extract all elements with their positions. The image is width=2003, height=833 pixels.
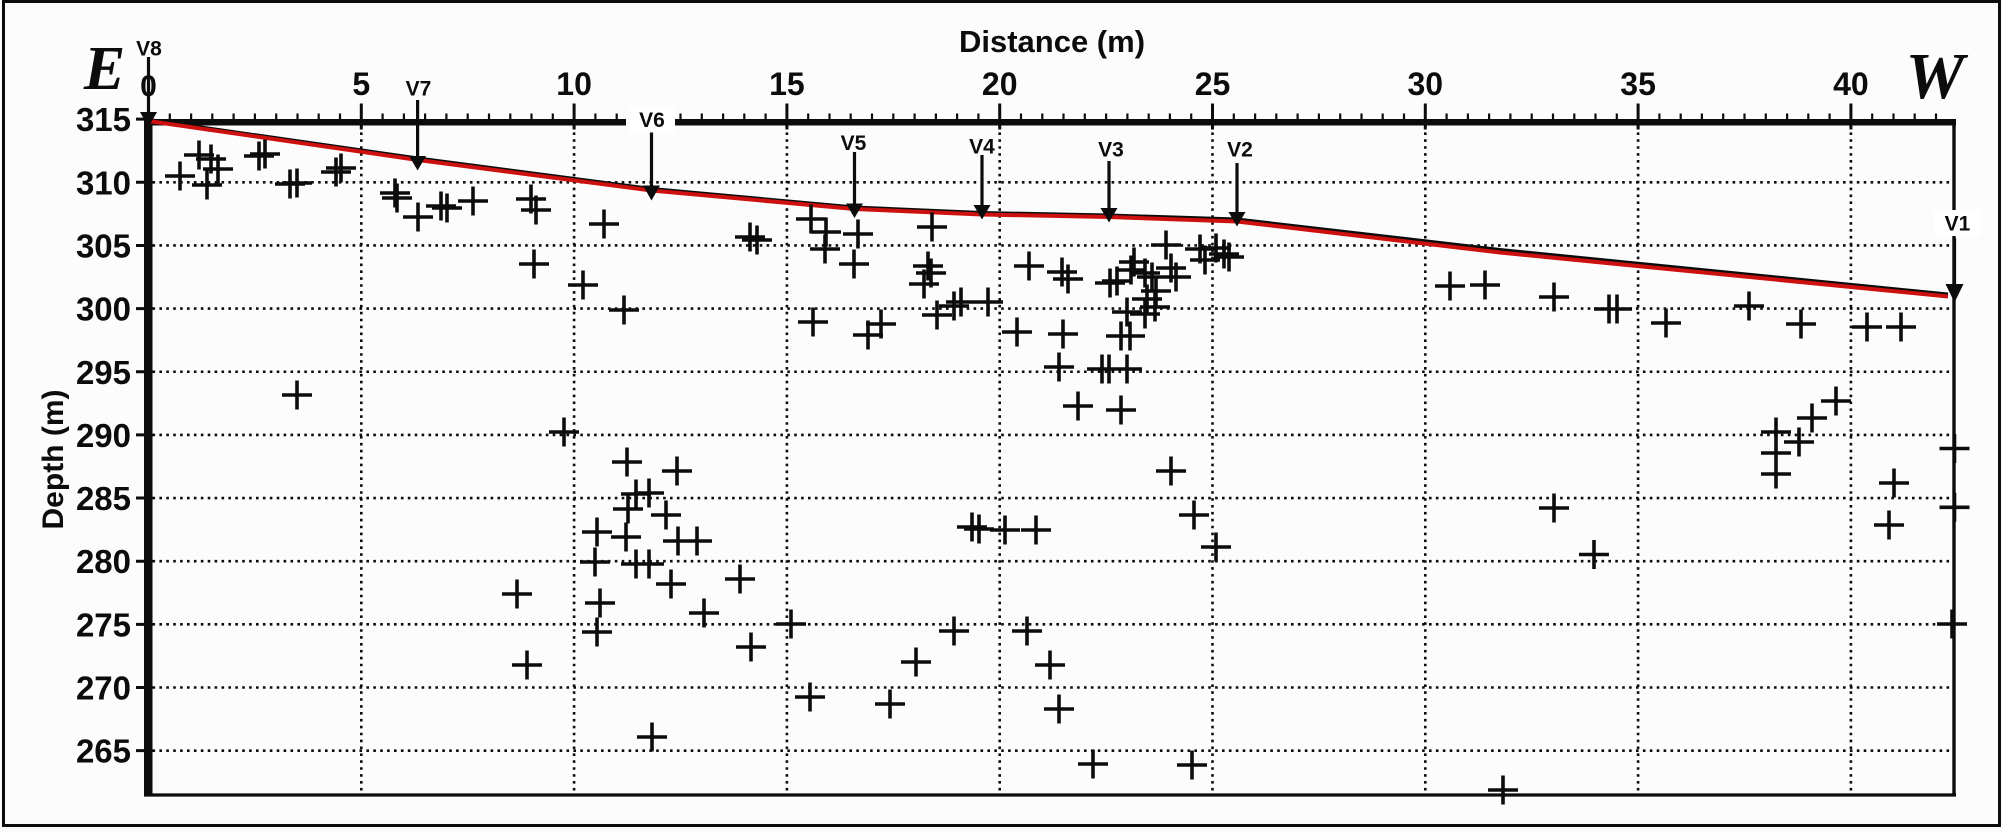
svg-text:25: 25 (1195, 66, 1231, 102)
svg-text:30: 30 (1408, 66, 1444, 102)
svg-text:265: 265 (76, 733, 131, 770)
svg-text:295: 295 (76, 354, 131, 391)
svg-text:V1: V1 (1945, 213, 1971, 236)
svg-text:V7: V7 (406, 78, 432, 101)
svg-text:V4: V4 (969, 136, 995, 159)
svg-text:270: 270 (76, 670, 131, 707)
svg-text:280: 280 (76, 543, 131, 580)
svg-text:V6: V6 (639, 109, 665, 132)
svg-text:310: 310 (76, 164, 131, 201)
svg-text:V8: V8 (136, 38, 162, 61)
svg-text:V5: V5 (841, 132, 867, 155)
svg-text:Distance (m): Distance (m) (959, 24, 1145, 59)
svg-text:15: 15 (769, 66, 805, 102)
svg-text:35: 35 (1620, 66, 1656, 102)
svg-text:315: 315 (76, 101, 131, 138)
svg-text:40: 40 (1833, 66, 1869, 102)
svg-text:285: 285 (76, 480, 131, 517)
svg-text:0: 0 (140, 70, 157, 103)
svg-text:290: 290 (76, 417, 131, 454)
svg-text:W: W (1906, 40, 1969, 113)
svg-text:E: E (83, 35, 125, 103)
svg-text:10: 10 (556, 66, 592, 102)
svg-text:Depth (m): Depth (m) (37, 390, 70, 530)
svg-text:V3: V3 (1098, 139, 1124, 162)
svg-text:20: 20 (982, 66, 1018, 102)
svg-text:300: 300 (76, 291, 131, 328)
svg-text:V2: V2 (1227, 139, 1253, 162)
svg-text:305: 305 (76, 227, 131, 264)
svg-text:275: 275 (76, 606, 131, 643)
svg-text:5: 5 (352, 66, 370, 102)
